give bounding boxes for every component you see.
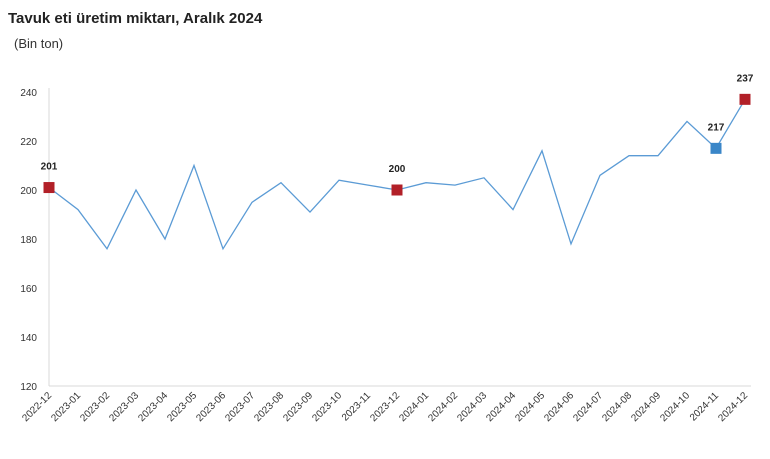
x-tick-label: 2024-12 xyxy=(716,390,750,424)
y-tick-label: 160 xyxy=(20,284,37,295)
x-tick-label: 2024-11 xyxy=(688,390,722,424)
y-tick-label: 120 xyxy=(20,382,37,393)
data-label: 237 xyxy=(737,73,754,84)
data-label: 201 xyxy=(41,162,58,173)
x-tick-label: 2024-06 xyxy=(542,390,576,424)
data-label: 217 xyxy=(708,122,725,133)
chart-subtitle: (Bin ton) xyxy=(14,36,64,51)
x-tick-label: 2024-01 xyxy=(397,390,431,424)
x-tick-label: 2023-06 xyxy=(194,390,228,424)
x-tick-label: 2024-05 xyxy=(513,390,547,424)
y-tick-label: 140 xyxy=(20,333,37,344)
x-tick-label: 2023-02 xyxy=(78,390,112,424)
data-label: 200 xyxy=(389,164,406,175)
x-tick-label: 2023-07 xyxy=(223,390,257,424)
x-tick-label: 2022-12 xyxy=(20,390,54,424)
x-tick-label: 2024-04 xyxy=(484,390,518,424)
highlight-marker xyxy=(43,182,55,194)
x-tick-label: 2023-05 xyxy=(165,390,199,424)
y-tick-label: 240 xyxy=(20,88,37,99)
y-tick-label: 220 xyxy=(20,137,37,148)
x-tick-label: 2024-03 xyxy=(455,390,489,424)
y-tick-label: 200 xyxy=(20,186,37,197)
x-tick-label: 2024-10 xyxy=(658,390,692,424)
y-tick-label: 180 xyxy=(20,235,37,246)
x-tick-label: 2024-09 xyxy=(629,390,663,424)
chart-title: Tavuk eti üretim miktarı, Aralık 2024 xyxy=(8,10,263,27)
x-tick-label: 2023-08 xyxy=(252,390,286,424)
highlight-marker xyxy=(391,184,403,196)
x-tick-label: 2023-10 xyxy=(310,390,344,424)
highlight-marker xyxy=(739,93,751,105)
x-tick-label: 2023-03 xyxy=(107,390,141,424)
x-tick-label: 2024-02 xyxy=(426,390,460,424)
x-tick-label: 2024-08 xyxy=(600,390,634,424)
x-tick-label: 2023-04 xyxy=(136,390,170,424)
x-tick-label: 2023-11 xyxy=(340,390,374,424)
x-tick-label: 2023-09 xyxy=(281,390,315,424)
x-tick-label: 2024-07 xyxy=(571,390,605,424)
highlight-marker xyxy=(710,142,722,154)
x-tick-label: 2023-12 xyxy=(368,390,402,424)
x-tick-label: 2023-01 xyxy=(49,390,83,424)
